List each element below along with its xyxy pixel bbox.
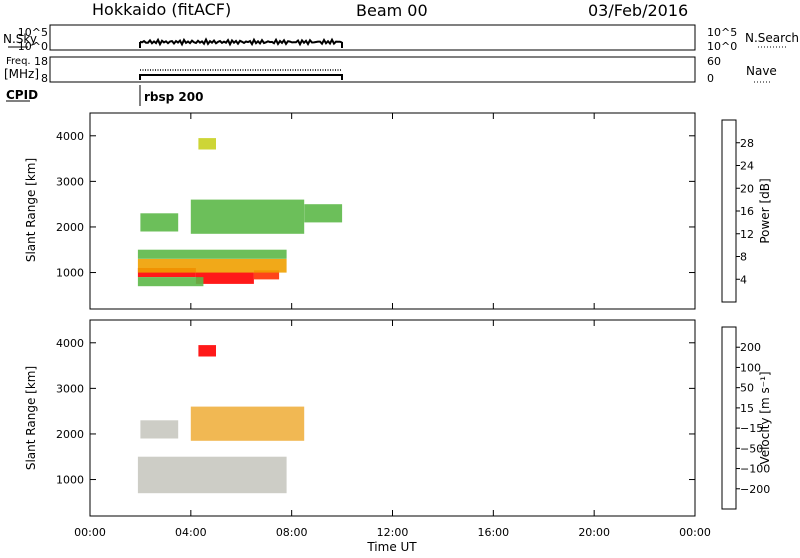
freq-label: Freq.	[6, 56, 31, 67]
power-region-1	[195, 272, 254, 284]
freq-trace	[139, 74, 343, 80]
power-region-9	[198, 138, 216, 150]
nsearch-tick-top: 10^5	[707, 26, 737, 39]
x-tick-label-1: 04:00	[175, 526, 207, 539]
power-region-3	[137, 258, 287, 273]
power-colorbar-label-1: 8	[740, 251, 747, 264]
nsky-trace	[139, 37, 343, 48]
power-y-tick-label-3: 4000	[56, 130, 84, 143]
nsearch-tick-bottom: 10^0	[707, 40, 737, 53]
velocity-region-1	[140, 420, 179, 439]
nsky-tick-bottom: 10^0	[18, 40, 48, 53]
power-colorbar-title: Power [dB]	[758, 178, 772, 243]
power-y-axis: 1000 2000 3000 4000	[56, 130, 695, 280]
nsky-label: N.Sky	[3, 32, 37, 46]
beam-label: Beam 00	[356, 1, 428, 20]
station-title: Hokkaido (fitACF)	[92, 0, 231, 19]
velocity-y-axis: 1000 2000 3000 4000	[56, 337, 695, 487]
nsearch-label: N.Search	[745, 31, 799, 45]
velocity-region-3	[198, 345, 216, 357]
velocity-colorbar-title: Velocity [m s⁻¹]	[758, 371, 772, 464]
velocity-colorbar-label-3: 15	[740, 402, 754, 415]
velocity-colorbar: 200 100 50 15 −15 −50 −100 −200 Velocity [m s⁻¹]	[721, 326, 772, 510]
freq-tick-bottom: 8	[41, 72, 48, 85]
x-tick-label-3: 12:00	[377, 526, 409, 539]
time-axis-label: Time UT	[366, 540, 417, 554]
x-tick-label-0: 00:00	[74, 526, 106, 539]
power-region-4	[137, 249, 287, 259]
time-axis: 00:00 04:00 08:00 12:00 16:00 20:00 00:00	[74, 113, 711, 539]
x-tick-label-2: 08:00	[276, 526, 308, 539]
velocity-colorbar-label-5: −50	[740, 442, 763, 455]
nsky-strip-frame	[49, 24, 696, 51]
freq-unit-label: [MHz]	[4, 67, 39, 81]
power-colorbar-label-6: 28	[740, 137, 754, 150]
power-colorbar-label-0: 4	[740, 273, 747, 286]
nave-tick-bottom: 0	[707, 72, 714, 85]
power-y-tick-label-2: 3000	[56, 175, 84, 188]
power-colorbar-label-2: 12	[740, 228, 754, 241]
cpid-label: CPID	[6, 88, 38, 102]
power-colorbar: 4 8 12 16 20 24 28 Power [dB]	[721, 119, 772, 303]
velocity-region-2	[190, 406, 305, 441]
velocity-y-axis-label: Slant Range [km]	[24, 366, 38, 470]
x-tick-label-5: 20:00	[578, 526, 610, 539]
power-y-tick-label-1: 2000	[56, 221, 84, 234]
velocity-region-0	[137, 456, 287, 494]
nave-tick-top: 60	[707, 55, 721, 68]
power-region-2	[253, 270, 280, 280]
velocity-colorbar-label-0: 200	[740, 341, 761, 354]
nsky-tick-top: 10^5	[18, 26, 48, 39]
date-label: 03/Feb/2016	[588, 1, 688, 20]
freq-tick-top: 18	[34, 55, 48, 68]
power-y-axis-label: Slant Range [km]	[24, 158, 38, 262]
power-region-6	[140, 213, 179, 232]
velocity-colorbar-label-6: −100	[740, 463, 770, 476]
velocity-y-tick-label-3: 4000	[56, 337, 84, 350]
power-colorbar-label-3: 16	[740, 205, 754, 218]
power-heatmap	[137, 138, 343, 287]
nave-label: Nave	[746, 64, 777, 78]
velocity-heatmap	[137, 345, 305, 494]
velocity-y-tick-label-2: 3000	[56, 382, 84, 395]
power-region-5	[137, 277, 204, 287]
power-y-tick-label-0: 1000	[56, 267, 84, 280]
power-colorbar-label-5: 24	[740, 160, 754, 173]
velocity-y-tick-label-1: 2000	[56, 428, 84, 441]
x-tick-label-6: 00:00	[679, 526, 711, 539]
velocity-colorbar-label-2: 50	[740, 382, 754, 395]
velocity-colorbar-label-4: −15	[740, 422, 763, 435]
power-region-8	[304, 204, 343, 223]
power-region-7	[190, 199, 305, 234]
velocity-colorbar-label-1: 100	[740, 361, 761, 374]
velocity-y-tick-label-0: 1000	[56, 474, 84, 487]
x-tick-label-4: 16:00	[477, 526, 509, 539]
power-colorbar-frame	[721, 119, 737, 303]
power-colorbar-label-4: 20	[740, 182, 754, 195]
velocity-colorbar-label-7: −200	[740, 483, 770, 496]
freq-strip-frame	[49, 56, 696, 83]
cpid-program: rbsp 200	[144, 90, 203, 104]
velocity-colorbar-frame	[721, 326, 737, 510]
